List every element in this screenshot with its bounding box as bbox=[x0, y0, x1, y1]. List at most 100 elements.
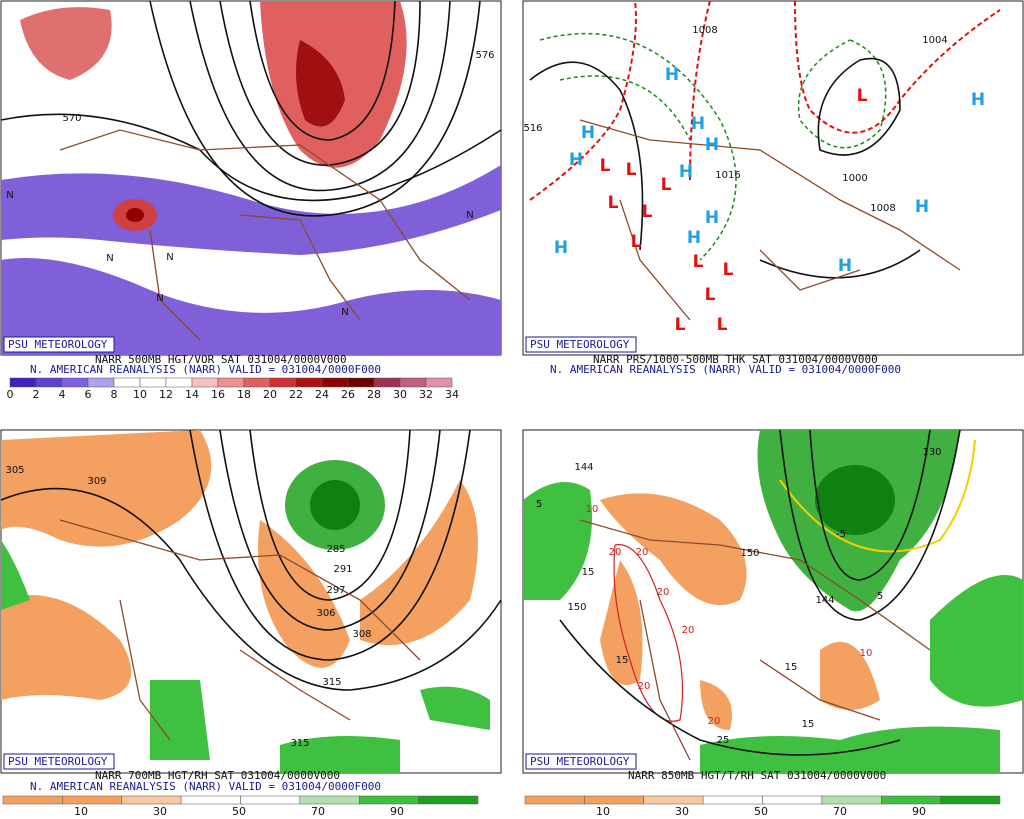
map-label: 306 bbox=[316, 608, 335, 619]
map-label: 305 bbox=[5, 465, 24, 476]
colorbar-swatch bbox=[87, 377, 115, 388]
map-shape bbox=[258, 480, 478, 668]
map-shape bbox=[59, 519, 421, 741]
map-label: 516 bbox=[523, 123, 542, 134]
map-label: 20 bbox=[682, 625, 695, 636]
colorbar-swatch bbox=[62, 795, 122, 805]
map-label: 10 bbox=[860, 648, 873, 659]
map-label: L bbox=[608, 193, 619, 213]
map-label: -5 bbox=[836, 529, 846, 540]
map-label: N bbox=[166, 252, 173, 263]
colorbar-swatch bbox=[299, 795, 360, 805]
map-shape bbox=[613, 544, 684, 722]
colorbar-label: 34 bbox=[445, 388, 459, 401]
map-label: 150 bbox=[567, 602, 586, 613]
colorbar-swatch bbox=[113, 377, 141, 388]
colorbar: 10 30 50 70 90 bbox=[524, 795, 1001, 818]
map-label: 309 bbox=[87, 476, 106, 487]
map-label: 1000 bbox=[842, 173, 867, 184]
map-shape bbox=[525, 753, 637, 770]
colorbar-label: 16 bbox=[211, 388, 225, 401]
colorbar: 10 30 50 70 90 bbox=[2, 795, 479, 818]
colorbar-swatch bbox=[269, 377, 297, 388]
map-shape bbox=[3, 336, 115, 353]
colorbar-swatch bbox=[702, 795, 763, 805]
map-shape bbox=[525, 336, 637, 353]
map-label: 20 bbox=[609, 547, 622, 558]
map-label: NARR 700MB HGT/RH SAT 031004/0000V000 bbox=[95, 769, 340, 782]
map-shape bbox=[529, 0, 1001, 201]
map-shape bbox=[219, 429, 441, 631]
map-label: H bbox=[581, 123, 595, 143]
colorbar-swatch bbox=[584, 795, 644, 805]
colorbar-label: 22 bbox=[289, 388, 303, 401]
colorbar-label: 28 bbox=[367, 388, 381, 401]
map-label: N bbox=[156, 293, 163, 304]
map-shape bbox=[779, 429, 961, 621]
colorbar-swatch bbox=[821, 795, 882, 805]
colorbar-swatch bbox=[217, 377, 245, 388]
colorbar-label: 10 bbox=[596, 805, 610, 818]
map-label: N bbox=[106, 253, 113, 264]
map-label: L bbox=[631, 232, 642, 252]
panel-500mb: 576 570 N N N N N N PSU METEOROLOGY NARR… bbox=[0, 0, 502, 401]
map-label: 1016 bbox=[715, 170, 740, 181]
map-shape bbox=[529, 57, 921, 279]
colorbar-label: 4 bbox=[59, 388, 66, 401]
map-shape bbox=[189, 0, 451, 192]
map-label: NARR PRS/1000-500MB THK SAT 031004/0000V… bbox=[593, 353, 878, 366]
colorbar-swatch bbox=[347, 377, 375, 388]
colorbar-swatch bbox=[191, 377, 219, 388]
map-shape bbox=[522, 0, 1024, 356]
colorbar-swatch bbox=[373, 377, 401, 388]
map-shape bbox=[0, 487, 502, 691]
map-shape bbox=[809, 429, 931, 581]
map-label: 308 bbox=[352, 629, 371, 640]
colorbar-swatch bbox=[121, 795, 182, 805]
map-label: 20 bbox=[708, 716, 721, 727]
map-label: H bbox=[971, 90, 985, 110]
colorbar-label: 90 bbox=[912, 805, 926, 818]
colorbar-label: 70 bbox=[833, 805, 847, 818]
map-label: 1008 bbox=[692, 25, 717, 36]
colorbar: 0 2 4 6 8 10 12 14 16 18 20 22 24 26 28 30 32 34 bbox=[7, 377, 459, 401]
colorbar-label: 18 bbox=[237, 388, 251, 401]
map-shape bbox=[59, 129, 471, 341]
map-label: 576 bbox=[475, 50, 494, 61]
colorbar-label: 50 bbox=[232, 805, 246, 818]
map-label: H bbox=[838, 256, 852, 276]
map-label: PSU METEOROLOGY bbox=[8, 338, 108, 351]
map-label: L bbox=[675, 315, 686, 335]
map-shape bbox=[249, 0, 396, 141]
map-label: 15 bbox=[785, 662, 798, 673]
colorbar-swatch bbox=[165, 377, 193, 388]
map-label: 20 bbox=[657, 587, 670, 598]
map-label: PSU METEOROLOGY bbox=[530, 338, 630, 351]
map-label: 297 bbox=[326, 585, 345, 596]
colorbar-swatch bbox=[243, 377, 271, 388]
colorbar-label: 90 bbox=[390, 805, 404, 818]
map-label: 130 bbox=[922, 447, 941, 458]
map-label: H bbox=[665, 65, 679, 85]
map-label: 5 bbox=[877, 591, 883, 602]
map-shape bbox=[249, 429, 411, 601]
map-label: 10 bbox=[586, 504, 599, 515]
colorbar-label: 30 bbox=[393, 388, 407, 401]
map-shape bbox=[1, 430, 212, 547]
map-shape bbox=[539, 32, 887, 261]
map-shape bbox=[296, 40, 345, 127]
colorbar-swatch bbox=[321, 377, 349, 388]
map-label: 15 bbox=[616, 655, 629, 666]
map-label: H bbox=[679, 162, 693, 182]
colorbar-label: 12 bbox=[159, 388, 173, 401]
map-shape bbox=[3, 753, 115, 770]
map-label: 570 bbox=[62, 113, 81, 124]
map-shape bbox=[559, 619, 901, 756]
map-label: 20 bbox=[636, 547, 649, 558]
colorbar-label: 30 bbox=[153, 805, 167, 818]
colorbar-swatch bbox=[643, 795, 704, 805]
map-label: H bbox=[691, 114, 705, 134]
colorbar-label: 10 bbox=[133, 388, 147, 401]
colorbar-label: 32 bbox=[419, 388, 433, 401]
colorbar-swatch bbox=[399, 377, 427, 388]
